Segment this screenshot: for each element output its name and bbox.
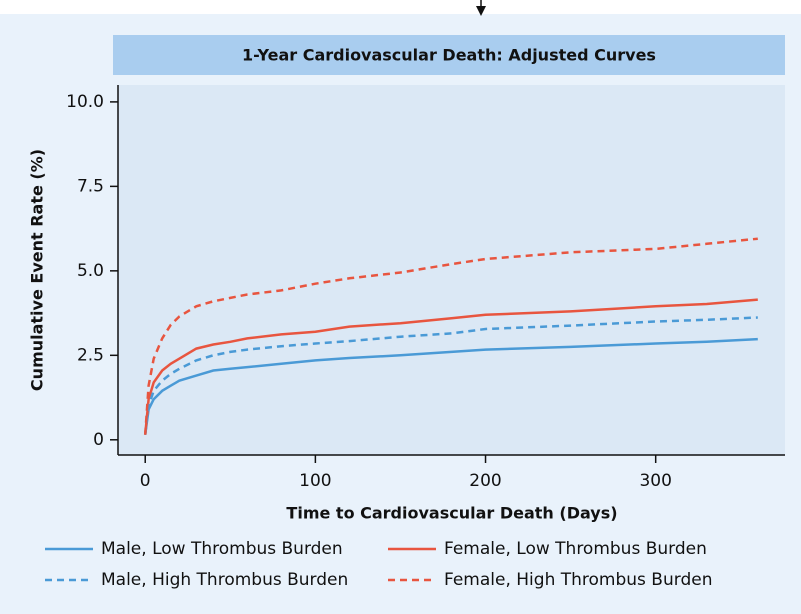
legend-label: Female, High Thrombus Burden xyxy=(444,570,712,590)
chart-title: 1-Year Cardiovascular Death: Adjusted Cu… xyxy=(242,46,656,65)
series-line xyxy=(143,237,758,435)
y-tick-label: 7.5 xyxy=(77,176,104,196)
series-line xyxy=(143,316,758,435)
x-tick-label: 200 xyxy=(469,471,501,491)
series-line xyxy=(143,298,758,435)
y-tick-label: 0 xyxy=(93,430,104,450)
legend-label: Male, High Thrombus Burden xyxy=(101,570,348,590)
y-axis-label: Cumulative Event Rate (%) xyxy=(28,149,47,391)
series-line xyxy=(143,337,758,435)
x-axis-label: Time to Cardiovascular Death (Days) xyxy=(286,504,617,523)
arrow-head xyxy=(476,6,486,16)
y-tick-label: 10.0 xyxy=(66,92,104,112)
x-tick-label: 0 xyxy=(140,471,151,491)
legend-label: Female, Low Thrombus Burden xyxy=(444,539,707,559)
y-tick-label: 5.0 xyxy=(77,261,104,281)
x-tick-label: 300 xyxy=(639,471,671,491)
legend-label: Male, Low Thrombus Burden xyxy=(101,539,343,559)
plot-area xyxy=(118,85,785,455)
y-tick-label: 2.5 xyxy=(77,345,104,365)
x-tick-label: 100 xyxy=(299,471,331,491)
title-bar xyxy=(113,35,785,75)
